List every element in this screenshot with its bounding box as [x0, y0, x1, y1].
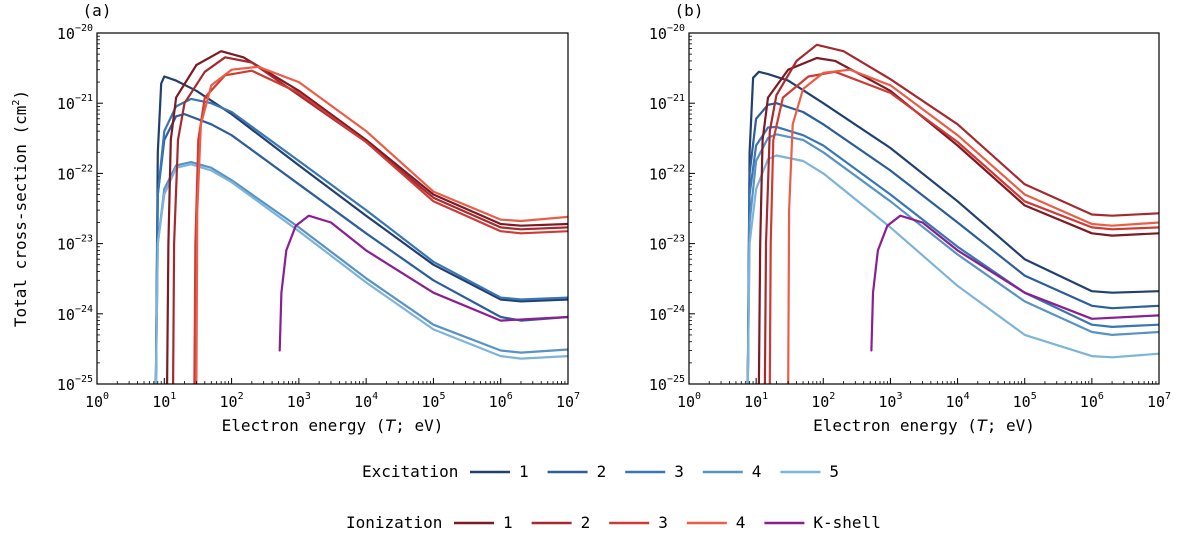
legend-entry-label: 4 — [736, 513, 746, 532]
y-tick-label: 10−23 — [649, 234, 685, 254]
series-line-3 — [154, 97, 568, 384]
legend-entry-label: 5 — [829, 462, 839, 481]
y-tick-label: 10−25 — [57, 374, 93, 394]
y-tick-label: 10−24 — [57, 304, 93, 324]
x-axis-label: Electron energy (T; eV) — [813, 416, 1035, 435]
legend-row-excitation: Excitation 1 2 3 4 5 — [362, 462, 839, 481]
x-tick-label: 107 — [556, 391, 580, 411]
x-tick-label: 100 — [677, 391, 701, 411]
x-tick-label: 105 — [1013, 391, 1037, 411]
x-tick-label: 102 — [811, 391, 835, 411]
x-tick-label: 100 — [85, 391, 109, 411]
series-line-8 — [193, 69, 568, 384]
y-tick-label: 10−23 — [57, 234, 93, 254]
x-tick-label: 105 — [421, 391, 445, 411]
legend-row-ionization: Ionization 1 2 3 4 K-shell — [346, 513, 881, 532]
series-line-1 — [746, 70, 1159, 384]
panel-label: (b) — [675, 1, 704, 20]
legend: Excitation 1 2 3 4 5 Ionization 1 2 3 4 K-shell — [346, 462, 881, 532]
series-line-7 — [763, 43, 1159, 384]
series-line-9 — [787, 68, 1159, 384]
series-line-10 — [870, 214, 1159, 352]
legend-entry-label: K-shell — [813, 513, 880, 532]
x-tick-label: 107 — [1147, 391, 1171, 411]
x-tick-label: 103 — [287, 391, 311, 411]
series-line-5 — [746, 154, 1159, 384]
legend-entry-label: 1 — [519, 462, 529, 481]
series-line-7 — [172, 56, 568, 384]
plot-frame — [96, 32, 569, 385]
x-axis-label: Electron energy (T; eV) — [222, 416, 444, 435]
legend-entry-label: 3 — [674, 462, 684, 481]
legend-entry-label: 4 — [752, 462, 762, 481]
y-tick-label: 10−22 — [57, 163, 93, 183]
series-group — [746, 43, 1159, 384]
series-line-6 — [166, 50, 568, 384]
series-line-10 — [278, 214, 568, 352]
series-line-3 — [746, 125, 1159, 384]
y-tick-label: 10−24 — [649, 304, 685, 324]
x-tick-label: 101 — [152, 391, 176, 411]
x-tick-label: 104 — [946, 391, 970, 411]
series-line-4 — [154, 161, 568, 384]
series-line-8 — [768, 70, 1159, 384]
plot-frame — [688, 32, 1160, 385]
panel-label: (a) — [83, 1, 112, 20]
x-tick-label: 102 — [220, 391, 244, 411]
legend-title: Excitation — [362, 462, 458, 481]
x-tick-label: 106 — [489, 391, 513, 411]
legend-entry-label: 3 — [658, 513, 668, 532]
series-line-6 — [757, 56, 1159, 384]
series-line-9 — [195, 65, 568, 384]
x-tick-label: 106 — [1080, 391, 1104, 411]
legend-entry-label: 2 — [597, 462, 607, 481]
y-tick-label: 10−21 — [57, 93, 93, 113]
legend-entry-label: 1 — [503, 513, 513, 532]
chart-panel-a: (a) 100 101 102 103 104 105 106 107 10−25 10−24 10−… — [11, 1, 580, 435]
y-tick-label: 10−20 — [649, 23, 685, 43]
legend-title: Ionization — [346, 513, 442, 532]
x-tick-label: 103 — [878, 391, 902, 411]
series-line-1 — [154, 75, 568, 384]
y-tick-label: 10−25 — [649, 374, 685, 394]
series-group — [154, 50, 568, 384]
y-tick-label: 10−20 — [57, 23, 93, 43]
x-tick-label: 104 — [354, 391, 378, 411]
x-tick-label: 101 — [744, 391, 768, 411]
chart-panel-b: (b) 100 101 102 103 104 105 106 107 10−25 10−24 10−… — [649, 1, 1171, 435]
series-line-5 — [154, 163, 568, 384]
y-axis-label: Total cross-section (cm2) — [11, 90, 30, 327]
series-line-2 — [746, 102, 1159, 384]
series-line-4 — [746, 133, 1159, 384]
y-tick-label: 10−22 — [649, 163, 685, 183]
series-line-2 — [154, 113, 568, 384]
y-tick-label: 10−21 — [649, 93, 685, 113]
legend-entry-label: 2 — [581, 513, 591, 532]
